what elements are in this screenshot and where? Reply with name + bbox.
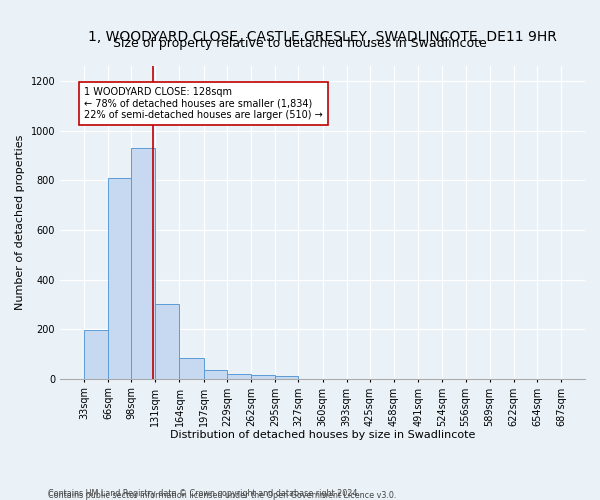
Text: Contains public sector information licensed under the Open Government Licence v3: Contains public sector information licen… — [48, 491, 397, 500]
Bar — [179, 358, 203, 379]
Bar — [275, 376, 298, 379]
Bar — [131, 148, 155, 379]
Text: Contains HM Land Registry data © Crown copyright and database right 2024.: Contains HM Land Registry data © Crown c… — [48, 488, 360, 498]
Bar — [155, 304, 179, 379]
Text: Size of property relative to detached houses in Swadlincote: Size of property relative to detached ho… — [113, 36, 487, 50]
Bar — [203, 370, 227, 379]
Bar — [251, 375, 275, 379]
Bar — [84, 330, 108, 379]
X-axis label: Distribution of detached houses by size in Swadlincote: Distribution of detached houses by size … — [170, 430, 475, 440]
Title: 1, WOODYARD CLOSE, CASTLE GRESLEY, SWADLINCOTE, DE11 9HR: 1, WOODYARD CLOSE, CASTLE GRESLEY, SWADL… — [88, 30, 557, 44]
Bar — [108, 178, 131, 379]
Bar — [227, 374, 251, 379]
Y-axis label: Number of detached properties: Number of detached properties — [15, 134, 25, 310]
Text: 1 WOODYARD CLOSE: 128sqm
← 78% of detached houses are smaller (1,834)
22% of sem: 1 WOODYARD CLOSE: 128sqm ← 78% of detach… — [84, 87, 323, 120]
